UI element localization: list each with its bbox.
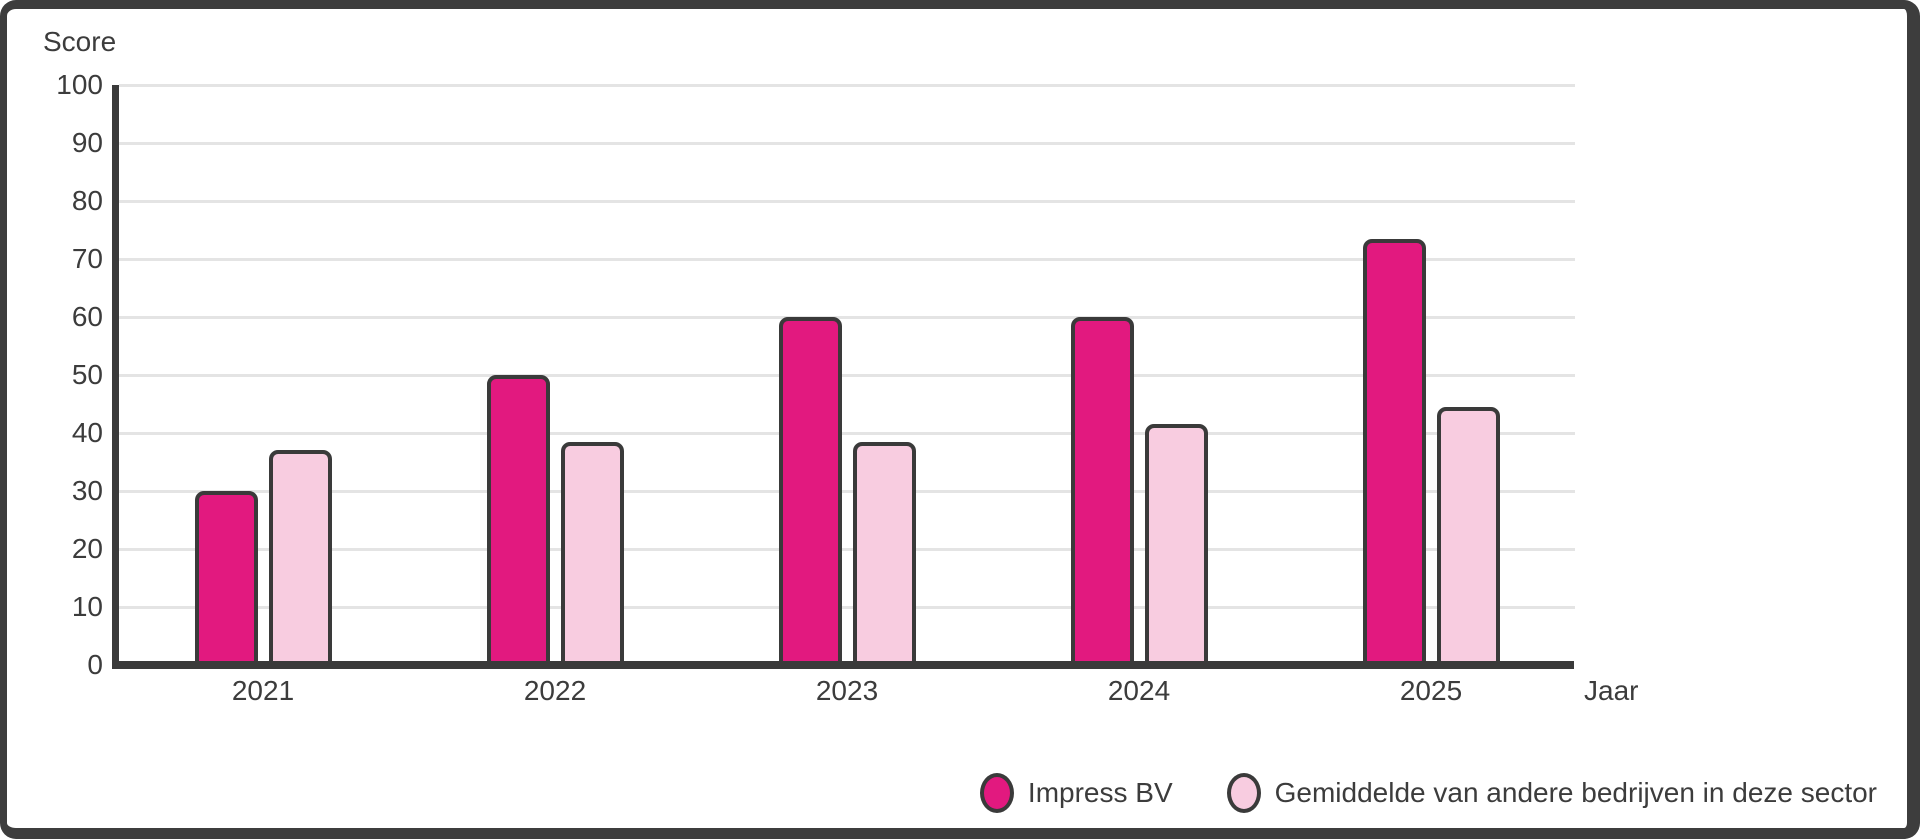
series-1-marker-icon [979, 773, 1014, 813]
x-tick-label-2025: 2025 [1399, 675, 1463, 706]
x-axis-title: Jaar [1584, 675, 1639, 706]
bar-impress-bv-2021 [195, 491, 258, 669]
y-tick-label-60: 60 [71, 301, 103, 332]
x-tick-label-2021: 2021 [231, 675, 295, 706]
gridline-80 [119, 200, 1575, 203]
x-axis-line [112, 661, 1574, 669]
y-tick-label-20: 20 [71, 533, 103, 564]
y-tick-label-90: 90 [71, 127, 103, 158]
legend-label-series-1: Impress BV [1027, 777, 1173, 808]
y-tick-label-0: 0 [87, 649, 103, 680]
series-2-marker-icon [1226, 773, 1261, 813]
gridline-90 [119, 142, 1575, 145]
y-tick-label-100: 100 [56, 69, 103, 100]
y-tick-label-50: 50 [71, 359, 103, 390]
y-axis-line [112, 85, 119, 669]
gridline-60 [119, 316, 1575, 319]
gridline-50 [119, 374, 1575, 377]
y-tick-label-70: 70 [71, 243, 103, 274]
bar-sector-average-2021 [269, 450, 332, 669]
bar-sector-average-2022 [561, 442, 624, 669]
legend-label-series-2: Gemiddelde van andere bedrijven in deze … [1274, 777, 1877, 808]
chart-legend: Impress BV Gemiddelde van andere bedrijv… [979, 773, 1877, 813]
gridline-30 [119, 490, 1575, 493]
bar-impress-bv-2024 [1071, 317, 1134, 669]
x-tick-label-2022: 2022 [523, 675, 587, 706]
bar-sector-average-2023 [853, 442, 916, 669]
y-tick-label-40: 40 [71, 417, 103, 448]
y-axis-title: Score [43, 26, 117, 57]
bar-sector-average-2025 [1437, 407, 1500, 669]
gridline-40 [119, 432, 1575, 435]
legend-item-sector-average: Gemiddelde van andere bedrijven in deze … [1226, 773, 1877, 813]
y-tick-label-10: 10 [71, 591, 103, 622]
gridline-100 [119, 84, 1575, 87]
gridline-10 [119, 606, 1575, 609]
gridline-70 [119, 258, 1575, 261]
gridline-20 [119, 548, 1575, 551]
bar-impress-bv-2023 [779, 317, 842, 669]
x-tick-label-2024: 2024 [1107, 675, 1171, 706]
x-tick-label-2023: 2023 [815, 675, 879, 706]
bar-sector-average-2024 [1145, 424, 1208, 669]
bar-impress-bv-2022 [487, 375, 550, 669]
y-tick-label-30: 30 [71, 475, 103, 506]
legend-item-impress-bv: Impress BV [979, 773, 1173, 813]
y-tick-label-80: 80 [71, 185, 103, 216]
bar-impress-bv-2025 [1363, 239, 1426, 669]
